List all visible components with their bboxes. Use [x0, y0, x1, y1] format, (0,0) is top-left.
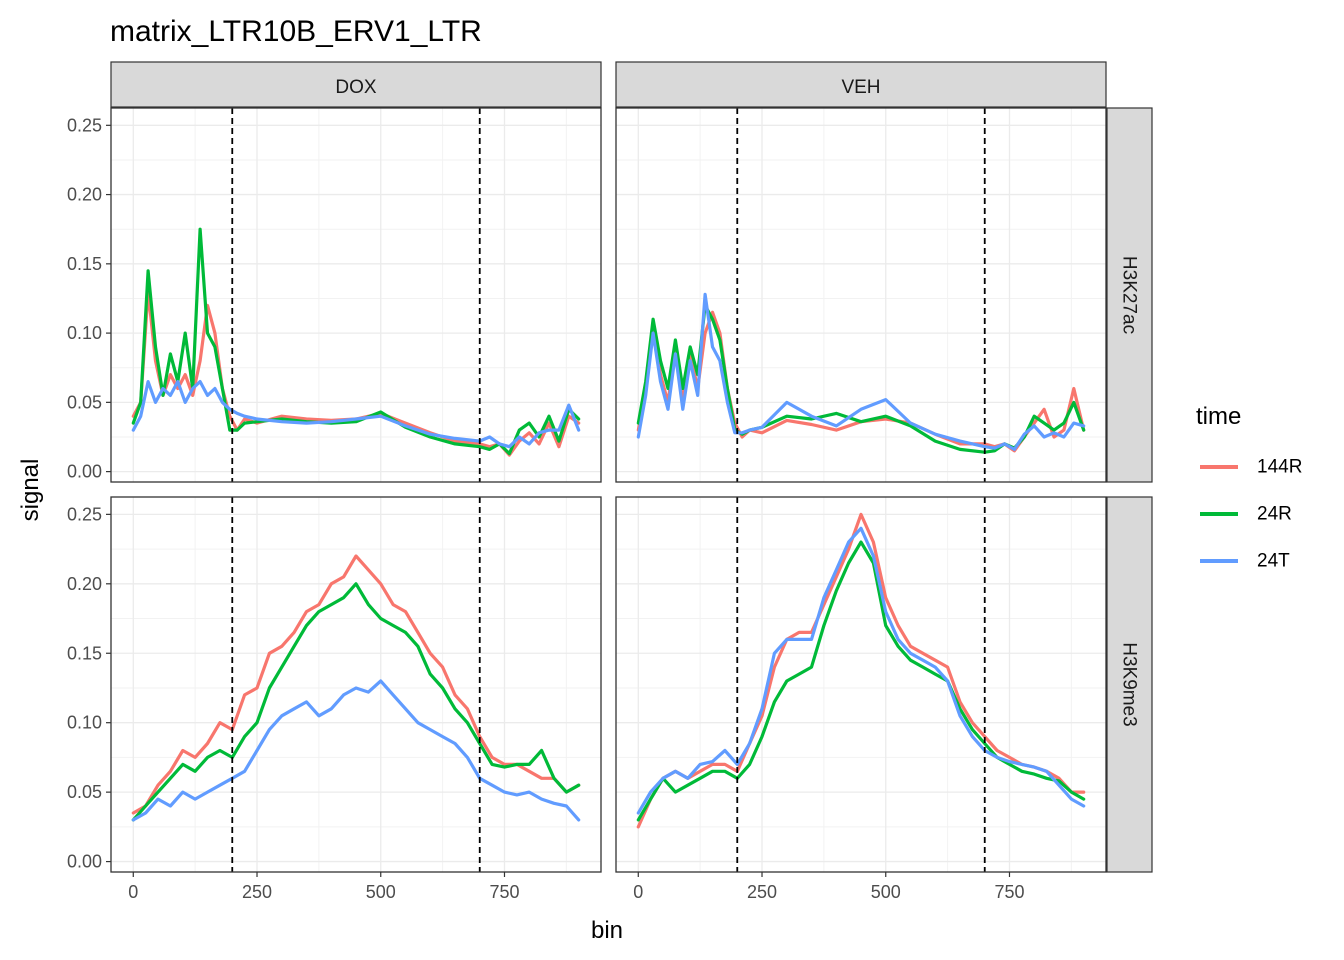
- y-tick-label: 0.05: [67, 782, 102, 802]
- y-axis-title: signal: [17, 459, 44, 522]
- panel-border: [110, 107, 602, 483]
- panel-veh-h3k27ac: [615, 107, 1107, 483]
- x-tick-label: 750: [489, 882, 519, 902]
- legend-item-24t: 24T: [1200, 551, 1290, 572]
- facet-strip-dox: [110, 61, 602, 108]
- y-tick-label: 0.05: [67, 392, 102, 412]
- panel-background: [616, 497, 1106, 872]
- series-line-24t: [636, 526, 1086, 815]
- x-tick-label: 0: [128, 882, 138, 902]
- panel-background: [111, 497, 601, 872]
- y-tick-label: 0.15: [67, 643, 102, 663]
- series-line-144r: [131, 554, 581, 815]
- y-tick-label: 0.10: [67, 323, 102, 343]
- legend-title: time: [1196, 403, 1241, 430]
- series-line-24r: [131, 582, 581, 822]
- x-tick-label: 500: [366, 882, 396, 902]
- y-tick-label: 0.25: [67, 504, 102, 524]
- x-tick-label: 750: [994, 882, 1024, 902]
- legend-label: 24T: [1257, 551, 1290, 572]
- facet-strip-label-h3k9me3: H3K9me3: [1119, 642, 1140, 727]
- facet-strip-veh: [615, 61, 1107, 108]
- x-tick-label: 500: [871, 882, 901, 902]
- legend-label: 144R: [1257, 457, 1302, 478]
- chart-title: matrix_LTR10B_ERV1_LTR: [110, 15, 482, 48]
- y-tick-label: 0.15: [67, 254, 102, 274]
- series-line-24t: [131, 679, 581, 822]
- legend: time 144R 24R 24T: [1196, 403, 1302, 572]
- panel-border: [615, 107, 1107, 483]
- facet-strip-h3k27ac: [1106, 107, 1153, 483]
- series-line-144r: [636, 512, 1086, 829]
- panel-border: [615, 496, 1107, 873]
- y-tick-label: 0.10: [67, 713, 102, 733]
- legend-item-24r: 24R: [1200, 504, 1292, 525]
- facet-strip-h3k9me3: [1106, 496, 1153, 873]
- panel-border: [110, 496, 602, 873]
- x-tick-label: 250: [242, 882, 272, 902]
- series-line-24r: [131, 227, 581, 456]
- panel-dox-h3k9me3: 0.00 0.05 0.10 0.15 0.20 0.25 0 250 500 750: [67, 496, 602, 902]
- facet-strip-label-dox: DOX: [335, 77, 377, 98]
- panel-background: [616, 108, 1106, 482]
- y-tick-label: 0.25: [67, 115, 102, 135]
- y-tick-label: 0.20: [67, 185, 102, 205]
- series-line-24t: [636, 292, 1086, 451]
- panel-veh-h3k9me3: 0 250 500 750: [615, 496, 1107, 902]
- x-tick-label: 250: [747, 882, 777, 902]
- y-tick-label: 0.20: [67, 574, 102, 594]
- series-line-24t: [131, 380, 581, 449]
- y-tick-label: 0.00: [67, 852, 102, 872]
- facet-strip-label-h3k27ac: H3K27ac: [1119, 256, 1140, 334]
- x-axis-title: bin: [591, 917, 623, 944]
- facet-strip-label-veh: VEH: [841, 77, 880, 98]
- y-tick-label: 0.00: [67, 462, 102, 482]
- legend-label: 24R: [1257, 504, 1292, 525]
- legend-item-144r: 144R: [1200, 457, 1302, 478]
- x-tick-label: 0: [633, 882, 643, 902]
- panel-dox-h3k27ac: 0.00 0.05 0.10 0.15 0.20 0.25: [67, 107, 602, 483]
- series-line-24r: [636, 540, 1086, 822]
- panels-layer: DOX VEH H3K27ac H3K9me3 0.00 0.05 0.10 0.15 0.20…: [67, 61, 1153, 902]
